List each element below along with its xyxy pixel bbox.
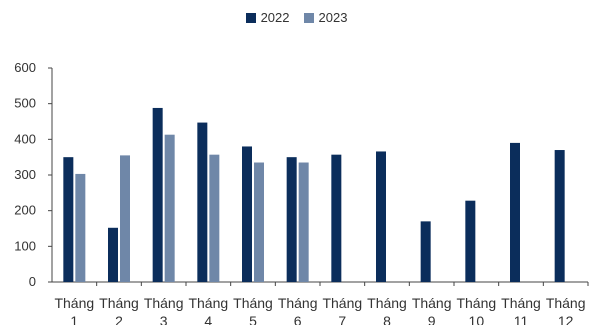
y-tick-label: 400 — [14, 131, 36, 146]
bar-2022 — [420, 221, 431, 282]
x-tick-label: Tháng — [233, 295, 273, 311]
legend-item-2022: 2022 — [245, 10, 290, 25]
x-tick-label-number: 5 — [249, 313, 257, 325]
x-tick-label-number: 1 — [70, 313, 78, 325]
bar-2022 — [376, 151, 386, 282]
y-tick-label: 600 — [14, 60, 36, 75]
bar-2023 — [298, 162, 309, 282]
x-tick-label-number: 6 — [294, 313, 302, 325]
x-tick-label: Tháng — [54, 295, 94, 311]
x-tick-label-number: 4 — [204, 313, 212, 325]
x-tick-label: Tháng — [546, 295, 586, 311]
bar-2023 — [75, 173, 86, 282]
bar-2022 — [197, 122, 208, 282]
bar-2023 — [209, 154, 220, 282]
chart-legend: 2022 2023 — [0, 10, 593, 25]
legend-swatch-2022 — [245, 12, 256, 23]
bar-2022 — [510, 142, 520, 282]
bar-2023 — [164, 134, 175, 282]
legend-item-2023: 2023 — [303, 10, 348, 25]
bar-2023 — [120, 155, 130, 282]
legend-label-2023: 2023 — [318, 10, 348, 25]
x-tick-label-number: 9 — [428, 313, 436, 325]
bar-2022 — [554, 150, 565, 282]
x-tick-label-number: 10 — [469, 313, 485, 325]
bar-2022 — [465, 200, 476, 282]
legend-swatch-2023 — [303, 12, 314, 23]
bar-2022 — [286, 157, 297, 282]
x-tick-label-number: 3 — [160, 313, 168, 325]
y-tick-label: 300 — [14, 167, 36, 182]
x-tick-label: Tháng — [278, 295, 318, 311]
legend-label-2022: 2022 — [260, 10, 290, 25]
y-tick-label: 200 — [14, 203, 36, 218]
y-tick-label: 500 — [14, 96, 36, 111]
x-tick-label-number: 11 — [514, 313, 529, 325]
x-tick-label: Tháng — [144, 295, 184, 311]
y-tick-label: 0 — [29, 274, 36, 289]
x-tick-label: Tháng — [322, 295, 362, 311]
y-tick-label: 100 — [14, 238, 36, 253]
x-tick-label-number: 7 — [338, 313, 346, 325]
x-tick-label-number: 8 — [383, 313, 391, 325]
x-tick-label: Tháng — [501, 295, 541, 311]
bar-2022 — [242, 146, 252, 282]
x-tick-label: Tháng — [99, 295, 139, 311]
x-tick-label: Tháng — [367, 295, 407, 311]
x-tick-label: Tháng — [188, 295, 228, 311]
x-tick-label: Tháng — [456, 295, 496, 311]
bar-2022 — [152, 107, 163, 283]
x-tick-label-number: 2 — [115, 313, 123, 325]
bar-2022 — [331, 154, 342, 282]
bar-2023 — [254, 162, 264, 282]
bar-2022 — [63, 157, 74, 282]
x-tick-label-number: 12 — [558, 313, 574, 325]
bar-2022 — [108, 227, 118, 282]
x-tick-label: Tháng — [412, 295, 452, 311]
